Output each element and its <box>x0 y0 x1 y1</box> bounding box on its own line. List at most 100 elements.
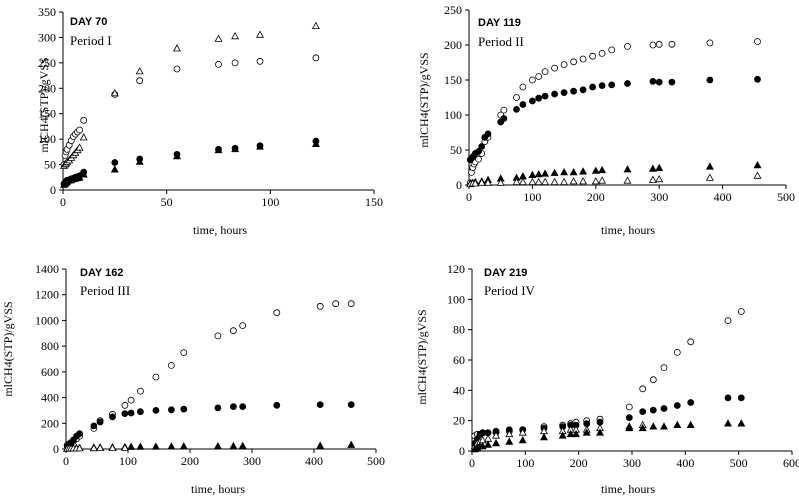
x-axis-label: time, hours <box>601 482 655 496</box>
y-tick-label: 250 <box>444 3 462 17</box>
data-point <box>167 362 175 369</box>
x-tick-label: 0 <box>466 190 472 204</box>
data-point <box>173 44 181 52</box>
data-point <box>649 78 657 85</box>
y-tick-label: 350 <box>38 5 56 19</box>
data-point <box>579 167 588 175</box>
data-point <box>649 376 657 384</box>
data-point <box>505 437 514 445</box>
data-point <box>518 177 527 186</box>
data-point <box>316 302 324 310</box>
data-point <box>109 413 116 421</box>
data-point <box>596 428 604 436</box>
data-point <box>215 61 222 68</box>
data-point <box>121 410 129 418</box>
data-point <box>513 94 520 101</box>
day-label: DAY 219 <box>484 267 527 279</box>
data-point <box>551 90 559 98</box>
series-1-circle-filled <box>471 394 745 447</box>
data-point <box>705 162 714 170</box>
data-point <box>673 349 681 356</box>
data-point <box>484 130 492 138</box>
series-0-circle-open <box>466 38 761 187</box>
data-point <box>316 401 324 409</box>
x-tick-label: 0 <box>63 454 69 468</box>
data-point <box>484 178 492 186</box>
data-point <box>724 394 732 402</box>
data-point <box>570 58 578 66</box>
data-point <box>660 364 668 371</box>
data-point <box>737 419 746 427</box>
period-label: Period I <box>70 33 112 48</box>
data-point <box>475 155 482 163</box>
data-point <box>79 133 88 141</box>
x-tick-label: 100 <box>516 456 534 470</box>
x-tick-label: 200 <box>587 190 605 204</box>
data-point <box>541 68 549 75</box>
data-point <box>229 441 238 450</box>
y-tick-label: 100 <box>447 292 465 306</box>
data-point <box>273 309 281 317</box>
plot-area: 0 200 400 600 800 1000 1200 1400 0 100 200 300 400 50… <box>35 262 385 468</box>
plot-area: 0 20 40 60 80 100 120 0 100 200 300 400 500 600 <box>447 262 799 470</box>
data-point <box>120 443 129 451</box>
y-tick-label: 300 <box>38 30 56 44</box>
data-point <box>687 399 695 406</box>
data-point <box>518 435 527 444</box>
data-point <box>541 169 550 177</box>
y-tick-label: 100 <box>38 132 56 146</box>
data-point <box>753 160 762 169</box>
data-point <box>649 422 658 430</box>
data-point <box>500 115 508 122</box>
x-tick-label: 100 <box>523 190 541 204</box>
data-point <box>623 176 632 184</box>
data-point <box>179 442 188 450</box>
data-point <box>90 422 98 430</box>
y-axis-label: mlCH4(STP)/gVSS <box>415 309 429 404</box>
data-point <box>686 420 695 429</box>
day-label: DAY 70 <box>70 16 107 28</box>
data-point <box>127 409 135 417</box>
data-point <box>231 59 239 67</box>
data-point <box>347 440 356 448</box>
data-point <box>660 405 668 412</box>
y-tick-label: 40 <box>453 383 465 397</box>
data-point <box>75 444 84 452</box>
x-tick-label: 500 <box>777 190 795 204</box>
data-point <box>214 404 222 412</box>
data-point <box>541 92 549 100</box>
series-3-triangle-open <box>63 443 129 452</box>
data-point <box>347 401 355 409</box>
data-point <box>566 429 575 438</box>
data-point <box>598 82 606 89</box>
chart-period-1: mlCH4(STP)/gVSS time, hours DAY 70 Perio… <box>37 5 383 237</box>
data-point <box>332 300 340 308</box>
data-point <box>180 405 188 413</box>
data-point <box>660 422 668 430</box>
data-point <box>535 94 543 102</box>
data-point <box>541 177 550 186</box>
data-point <box>560 177 569 186</box>
y-tick-label: 250 <box>38 56 56 70</box>
data-point <box>598 50 606 57</box>
data-point <box>173 65 181 73</box>
data-point <box>213 441 222 450</box>
data-point <box>273 401 281 409</box>
data-point <box>311 139 320 148</box>
series-3-triangle-filled <box>470 419 746 453</box>
data-point <box>229 327 237 335</box>
series-2-triangle-filled <box>466 160 762 187</box>
data-point <box>639 385 647 393</box>
data-point <box>579 86 587 94</box>
data-point <box>238 441 247 450</box>
data-point <box>167 442 176 450</box>
data-point <box>706 76 714 84</box>
day-label: DAY 162 <box>80 267 123 279</box>
y-tick-label: 150 <box>444 73 462 87</box>
data-point <box>180 349 188 356</box>
data-point <box>492 438 500 447</box>
data-point <box>110 165 119 173</box>
y-tick-label: 1000 <box>35 313 59 327</box>
x-tick-label: 100 <box>119 454 137 468</box>
data-point <box>754 38 761 45</box>
